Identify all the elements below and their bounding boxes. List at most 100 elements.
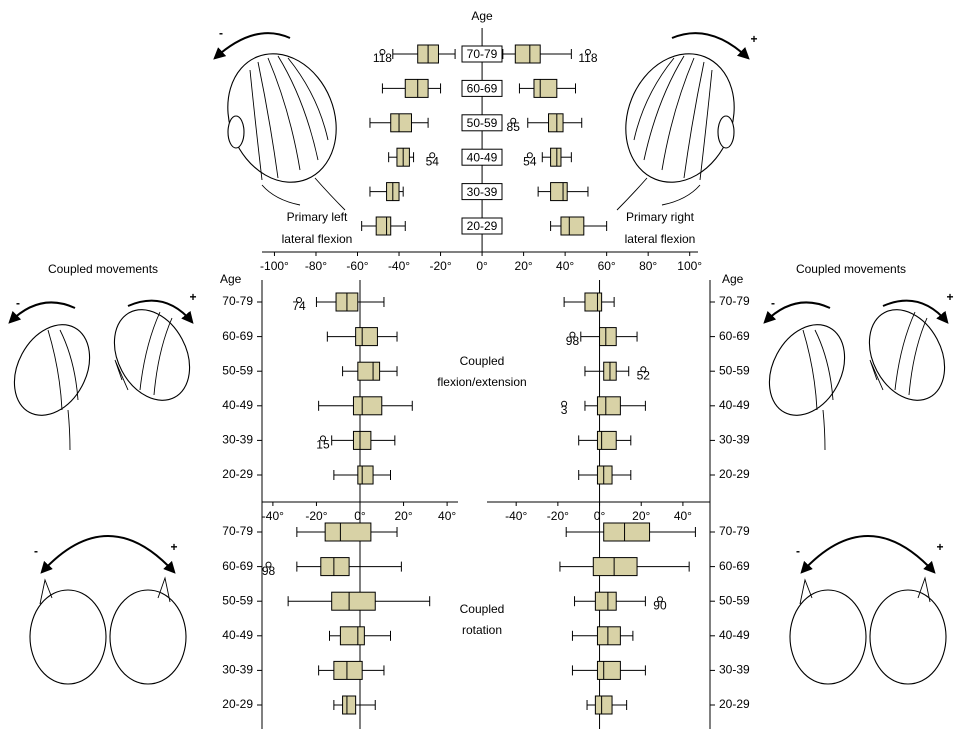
category-label: 30-39 (222, 663, 253, 677)
category-label: 30-39 (467, 185, 498, 199)
x-tick-label: -100° (260, 259, 289, 273)
x-tick-label: 20° (515, 259, 533, 273)
outlier (265, 561, 272, 568)
category-label: 50-59 (719, 593, 750, 607)
x-tick-label: -20° (429, 259, 451, 273)
box (357, 465, 374, 485)
x-tick-label: -60° (346, 259, 368, 273)
category-label: 60-69 (467, 82, 498, 96)
x-tick-label: 40° (674, 509, 692, 523)
head-drawing (29, 535, 187, 685)
category-label: 60-69 (719, 329, 750, 343)
panel-title: Coupled (460, 354, 505, 368)
x-tick-label: 40° (556, 259, 574, 273)
outlier-label: 85 (507, 120, 521, 134)
outlier-label: 98 (262, 564, 276, 578)
box (592, 557, 638, 577)
outlier (584, 49, 591, 55)
outlier-label: 90 (653, 598, 667, 612)
category-label: 50-59 (467, 116, 498, 130)
outlier (526, 152, 533, 159)
head-drawing (213, 32, 346, 211)
category-box (461, 114, 503, 132)
head-drawing (8, 299, 194, 451)
panel-title: flexion/extension (437, 375, 526, 389)
category-label: 50-59 (719, 363, 750, 377)
box (596, 465, 613, 485)
outlier (319, 435, 326, 442)
box (594, 591, 617, 611)
category-label: 60-69 (222, 329, 253, 343)
outlier-label: 3 (561, 403, 568, 417)
box (599, 327, 617, 347)
box (584, 292, 603, 312)
direction-sign: + (936, 540, 943, 554)
x-tick-label: -40° (388, 259, 410, 273)
outlier (640, 366, 647, 373)
box (596, 396, 621, 416)
x-tick-label: 100° (677, 259, 702, 273)
category-label: 20-29 (719, 467, 750, 481)
box (514, 44, 541, 64)
box (320, 557, 350, 577)
outlier-label: 52 (637, 368, 651, 382)
category-label: 70-79 (719, 524, 750, 538)
category-label: 70-79 (222, 524, 253, 538)
box (533, 78, 558, 98)
side-label: Coupled movements (48, 262, 158, 276)
box (357, 361, 381, 381)
box (331, 591, 376, 611)
outlier-label: 54 (426, 154, 440, 168)
head-drawing (616, 32, 750, 211)
box (550, 147, 562, 167)
direction-sign: + (189, 290, 196, 304)
x-tick-label: 20° (632, 509, 650, 523)
category-label: 40-49 (222, 398, 253, 412)
outlier-label: 98 (566, 334, 580, 348)
outlier (656, 596, 663, 603)
category-label: 20-29 (467, 219, 498, 233)
category-label: 40-49 (719, 628, 750, 642)
box (324, 522, 372, 542)
category-label: 20-29 (222, 467, 253, 481)
direction-sign: - (796, 544, 800, 558)
outlier (510, 117, 517, 124)
category-label: 70-79 (467, 47, 498, 61)
direction-sign: - (771, 296, 775, 310)
box (333, 660, 363, 680)
direction-sign: - (34, 544, 38, 558)
outlier (296, 297, 303, 303)
outlier (429, 152, 436, 159)
x-tick-label: -20° (547, 509, 569, 523)
category-label: 70-79 (719, 294, 750, 308)
direction-sign: + (750, 32, 757, 46)
box (342, 695, 357, 715)
category-label: 60-69 (719, 559, 750, 573)
box (352, 430, 372, 450)
panel-title: rotation (462, 623, 502, 637)
y-axis-label: Age (722, 272, 744, 286)
box (548, 113, 564, 133)
direction-sign: - (16, 296, 20, 310)
category-box (461, 217, 503, 235)
category-box (461, 183, 503, 201)
category-label: 40-49 (719, 398, 750, 412)
category-label: 50-59 (222, 363, 253, 377)
y-axis-label: Age (220, 272, 242, 286)
category-box (461, 45, 503, 63)
category-label: 30-39 (719, 433, 750, 447)
category-label: 70-79 (222, 294, 253, 308)
box (550, 182, 568, 202)
x-tick-label: 40° (438, 509, 456, 523)
category-label: 30-39 (222, 433, 253, 447)
box (375, 216, 392, 236)
outlier (561, 400, 568, 407)
category-label: 30-39 (719, 663, 750, 677)
x-tick-label: 0° (476, 259, 488, 273)
head-drawing (789, 535, 947, 685)
y-axis-label: Age (471, 9, 493, 23)
outlier-label: 74 (292, 299, 306, 313)
category-label: 40-49 (222, 628, 253, 642)
category-box (461, 148, 503, 166)
